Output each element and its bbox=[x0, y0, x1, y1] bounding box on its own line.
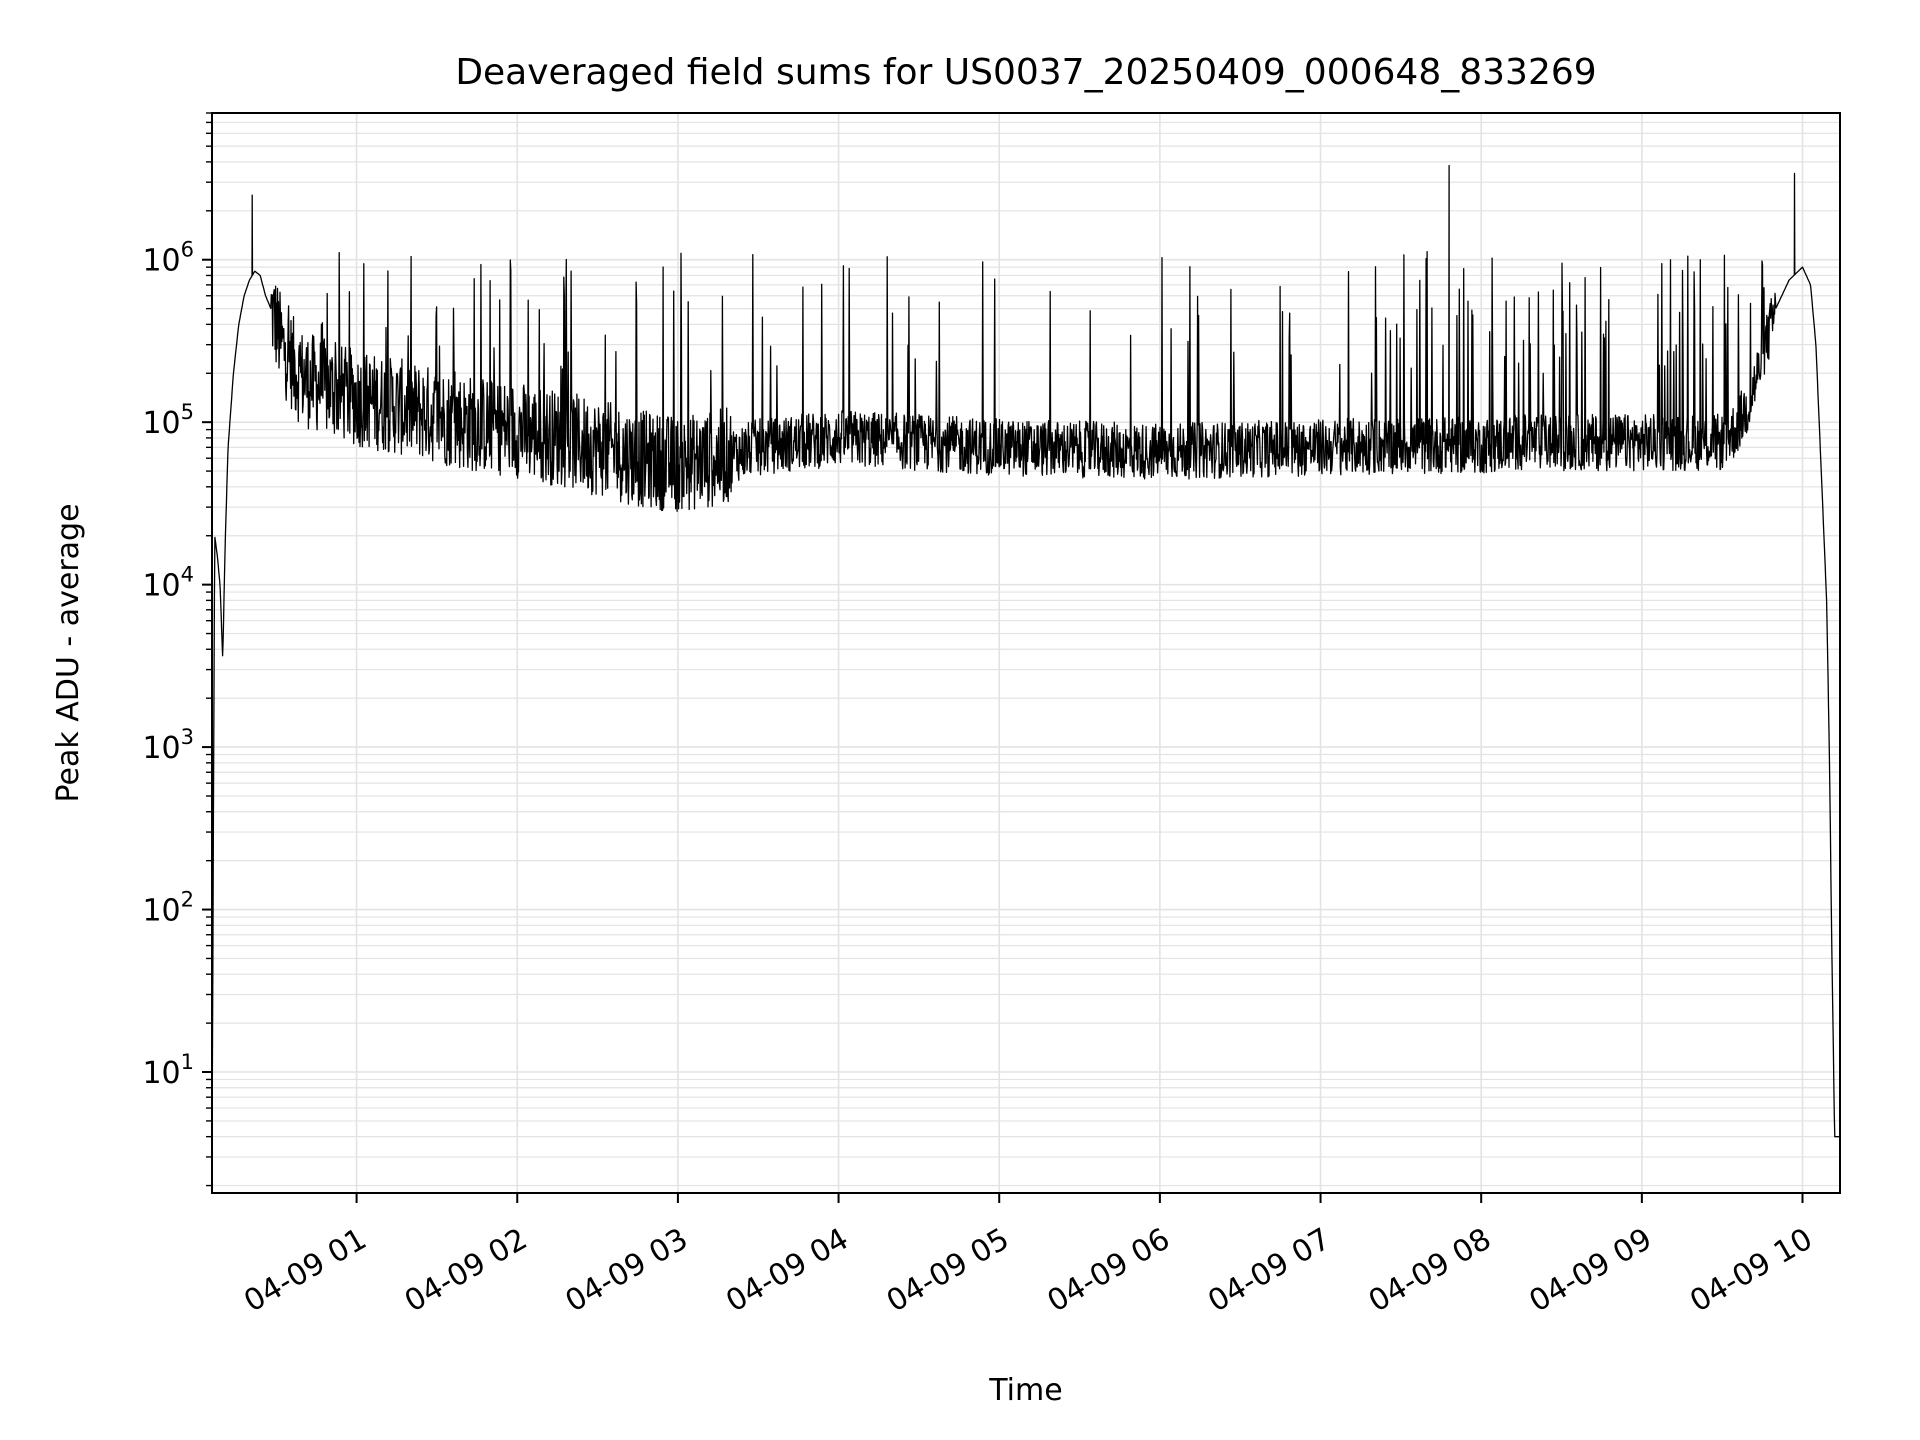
data-series bbox=[211, 164, 1840, 1158]
y-tick-label: 102 bbox=[142, 888, 194, 929]
y-tick-label: 105 bbox=[142, 400, 194, 441]
plot-frame bbox=[211, 112, 1841, 1194]
y-tick-label: 104 bbox=[142, 563, 194, 604]
y-axis-label: Peak ADU - average bbox=[51, 503, 86, 802]
x-axis-label: Time bbox=[988, 1373, 1062, 1408]
y-tick-label: 101 bbox=[142, 1050, 194, 1091]
chart-title: Deaveraged field sums for US0037_2025040… bbox=[455, 52, 1596, 93]
series-line bbox=[211, 164, 1840, 1158]
y-tick-label: 103 bbox=[142, 725, 194, 766]
y-tick-label: 106 bbox=[142, 238, 194, 279]
